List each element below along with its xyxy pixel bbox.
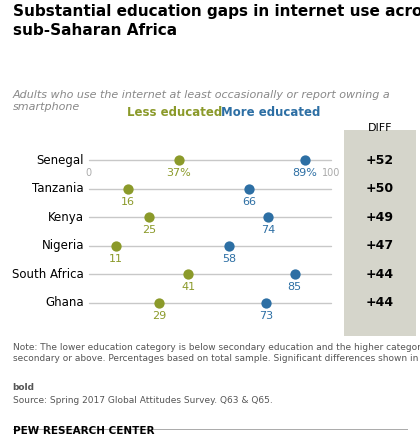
Text: +49: +49 bbox=[366, 211, 394, 224]
Text: 85: 85 bbox=[288, 282, 302, 293]
Text: South Africa: South Africa bbox=[12, 268, 84, 281]
Point bbox=[291, 271, 298, 278]
Text: PEW RESEARCH CENTER: PEW RESEARCH CENTER bbox=[13, 426, 154, 436]
Point bbox=[301, 156, 308, 164]
Point bbox=[245, 185, 252, 192]
Text: +47: +47 bbox=[366, 239, 394, 252]
Text: +44: +44 bbox=[366, 297, 394, 310]
Text: 73: 73 bbox=[259, 311, 273, 321]
Text: +50: +50 bbox=[366, 182, 394, 195]
Point bbox=[124, 185, 131, 192]
Text: 100: 100 bbox=[322, 168, 340, 178]
Text: bold: bold bbox=[13, 383, 34, 392]
Text: More educated: More educated bbox=[221, 106, 320, 119]
Text: Adults who use the internet at least occasionally or report owning a
smartphone: Adults who use the internet at least occ… bbox=[13, 90, 390, 112]
Text: Less educated: Less educated bbox=[127, 106, 222, 119]
Point bbox=[262, 299, 269, 306]
Point bbox=[156, 299, 163, 306]
Text: 66: 66 bbox=[242, 197, 256, 207]
Text: 41: 41 bbox=[181, 282, 195, 293]
Text: 16: 16 bbox=[121, 197, 135, 207]
Text: 25: 25 bbox=[142, 225, 157, 235]
Text: 37%: 37% bbox=[166, 168, 191, 178]
Point bbox=[265, 214, 271, 221]
Text: Kenya: Kenya bbox=[48, 211, 84, 224]
Text: 58: 58 bbox=[222, 254, 236, 264]
Text: +44: +44 bbox=[366, 268, 394, 281]
Text: Substantial education gaps in internet use across
sub-Saharan Africa: Substantial education gaps in internet u… bbox=[13, 4, 420, 38]
Point bbox=[146, 214, 153, 221]
Point bbox=[175, 156, 182, 164]
Text: Nigeria: Nigeria bbox=[42, 239, 84, 252]
Text: +52: +52 bbox=[366, 154, 394, 167]
Text: 74: 74 bbox=[261, 225, 275, 235]
Text: Tanzania: Tanzania bbox=[32, 182, 84, 195]
Text: 89%: 89% bbox=[292, 168, 317, 178]
Point bbox=[185, 271, 192, 278]
Text: Source: Spring 2017 Global Attitudes Survey. Q63 & Q65.: Source: Spring 2017 Global Attitudes Sur… bbox=[13, 396, 272, 405]
Text: 0: 0 bbox=[86, 168, 92, 178]
Text: 11: 11 bbox=[108, 254, 123, 264]
Text: 29: 29 bbox=[152, 311, 166, 321]
Point bbox=[226, 242, 233, 250]
Text: DIFF: DIFF bbox=[368, 123, 392, 133]
Text: Senegal: Senegal bbox=[37, 154, 84, 167]
Point bbox=[112, 242, 119, 250]
Text: Note: The lower education category is below secondary education and the higher c: Note: The lower education category is be… bbox=[13, 343, 420, 363]
Text: Ghana: Ghana bbox=[45, 297, 84, 310]
